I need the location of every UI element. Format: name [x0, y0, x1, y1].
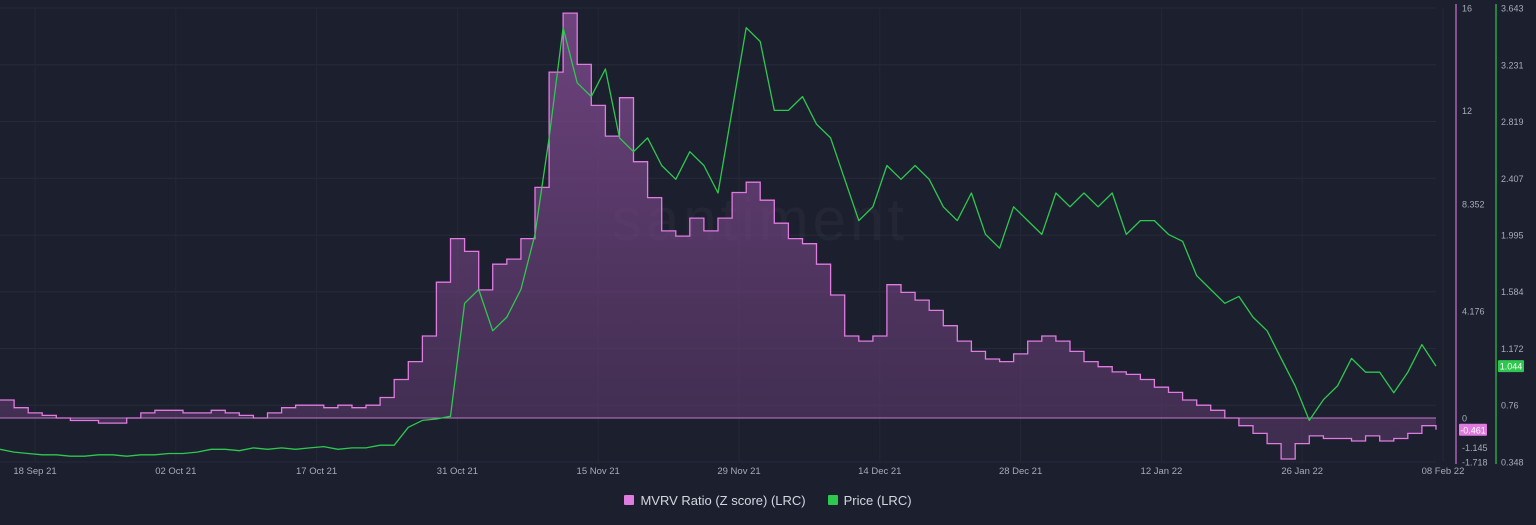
y-tick-label-mvrv: -1.145 — [1462, 443, 1488, 453]
x-tick-label: 12 Jan 22 — [1141, 466, 1183, 477]
y-tick-label-price: 1.995 — [1501, 231, 1524, 241]
legend-label-mvrv: MVRV Ratio (Z score) (LRC) — [640, 492, 806, 508]
y-tick-label-price: 1.584 — [1501, 287, 1524, 297]
last-value-badges: -0.461 1.044 — [1459, 360, 1524, 436]
price-last-value-text: 1.044 — [1500, 362, 1523, 372]
mvrv-last-value-text: -0.461 — [1460, 425, 1486, 435]
x-tick-label: 02 Oct 21 — [155, 466, 196, 477]
x-tick-label: 08 Feb 22 — [1422, 466, 1465, 477]
price-last-value-badge — [1498, 360, 1524, 373]
price-line — [0, 27, 1437, 457]
y-tick-label-mvrv: 8.352 — [1462, 199, 1485, 209]
x-tick-label: 15 Nov 21 — [577, 466, 620, 477]
x-tick-label: 28 Dec 21 — [999, 466, 1042, 477]
y-tick-label-mvrv: 0 — [1462, 413, 1467, 423]
y-tick-label-mvrv: -1.718 — [1462, 458, 1488, 468]
y-tick-label-mvrv: 12 — [1462, 106, 1472, 116]
y-axis-mvrv-ticks: 16 12 8.352 4.176 0 -1.145 -1.718 — [1462, 4, 1488, 468]
price-series-layer — [0, 27, 1437, 457]
x-tick-label: 14 Dec 21 — [858, 466, 901, 477]
mvrv-area — [0, 13, 1436, 459]
legend-item-price[interactable]: Price (LRC) — [827, 492, 912, 508]
y-tick-label-price: 0.348 — [1501, 458, 1524, 468]
x-tick-label: 31 Oct 21 — [437, 466, 478, 477]
y-tick-label-mvrv: 4.176 — [1462, 306, 1485, 316]
legend-swatch-mvrv — [624, 495, 635, 505]
mvrv-line — [0, 12, 1437, 460]
legend-item-mvrv[interactable]: MVRV Ratio (Z score) (LRC) — [624, 492, 806, 508]
x-axis-ticks: 18 Sep 21 02 Oct 21 17 Oct 21 31 Oct 21 15 N… — [13, 466, 1464, 477]
x-tick-label: 29 Nov 21 — [717, 466, 760, 477]
y-tick-label-price: 1.172 — [1501, 344, 1524, 354]
y-tick-label-price: 2.407 — [1501, 174, 1524, 184]
x-tick-label: 18 Sep 21 — [13, 466, 56, 477]
x-tick-label: 17 Oct 21 — [296, 466, 337, 477]
legend-label-price: Price (LRC) — [843, 492, 912, 508]
x-tick-label: 26 Jan 22 — [1281, 466, 1323, 477]
y-tick-label-price: 3.643 — [1501, 4, 1524, 14]
y-tick-label-price: 2.819 — [1501, 117, 1524, 127]
mvrv-series-layer — [0, 12, 1437, 460]
legend: MVRV Ratio (Z score) (LRC) Price (LRC) — [0, 490, 1536, 510]
y-tick-label-price: 0.76 — [1501, 401, 1519, 411]
legend-swatch-price — [827, 495, 838, 505]
y-tick-label-mvrv: 16 — [1462, 4, 1472, 14]
y-tick-label-price: 3.231 — [1501, 60, 1524, 70]
mvrv-last-value-badge — [1459, 423, 1487, 436]
y-axis-price-ticks: 3.643 3.231 2.819 2.407 1.995 1.584 1.172 0.76 0… — [1501, 4, 1524, 468]
